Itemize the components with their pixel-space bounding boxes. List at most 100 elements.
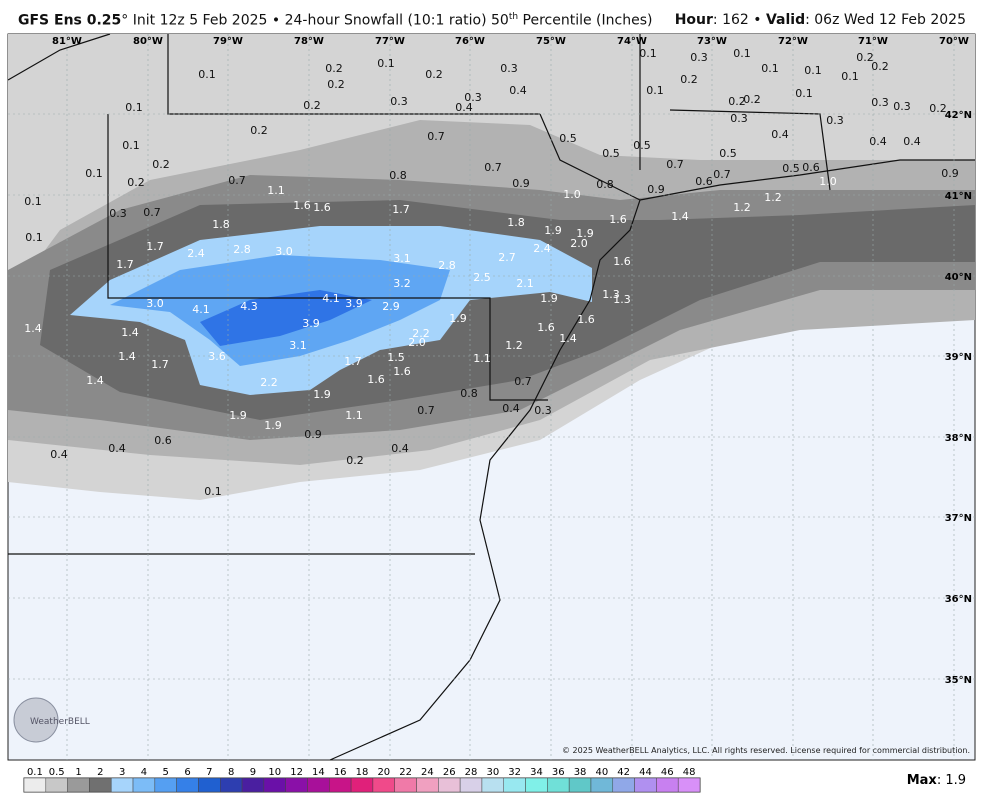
latitude-label: 42°N [945, 110, 972, 121]
snow-amount: 1.4 [559, 332, 577, 345]
colorbar-label: 46 [661, 767, 674, 778]
snow-amount: 0.2 [303, 99, 321, 112]
snow-amount: 1.4 [121, 326, 139, 339]
snow-amount: 1.6 [293, 199, 311, 212]
snow-amount: 4.3 [240, 300, 258, 313]
snow-amount: 0.2 [856, 51, 874, 64]
colorbar-label: 30 [486, 767, 499, 778]
snow-amount: 1.7 [344, 355, 362, 368]
snow-amount: 0.2 [346, 454, 364, 467]
colorbar-label: 0.1 [27, 767, 43, 778]
snow-amount: 1.6 [577, 313, 595, 326]
snow-amount: 3.1 [393, 252, 411, 265]
snow-amount: 1.9 [264, 419, 282, 432]
colorbar-swatch [132, 777, 156, 793]
snow-amount: 1.5 [387, 351, 405, 364]
snow-amount: 1.6 [609, 213, 627, 226]
colorbar-swatch [241, 777, 265, 793]
latitude-label: 39°N [945, 352, 972, 363]
snow-amount: 0.6 [802, 161, 820, 174]
longitude-label: 80°W [133, 36, 163, 47]
colorbar-swatch [285, 777, 308, 793]
snow-amount: 1.9 [540, 292, 558, 305]
colorbar-swatch [547, 777, 570, 793]
snow-amount: 0.4 [509, 84, 527, 97]
snow-amount: 0.7 [417, 404, 435, 417]
colorbar-label: 1 [75, 767, 81, 778]
snow-amount: 3.6 [208, 350, 226, 363]
valid-label: Valid [765, 12, 806, 28]
colorbar-label: 44 [639, 767, 652, 778]
snow-amount: 2.7 [498, 251, 516, 264]
latitude-label: 40°N [945, 272, 972, 283]
snow-amount: 0.3 [730, 112, 748, 125]
snow-amount: 0.4 [903, 135, 921, 148]
colorbar-swatch [329, 777, 352, 793]
snow-amount: 1.1 [473, 352, 491, 365]
snow-amount: 1.9 [544, 224, 562, 237]
snow-amount: 0.9 [512, 177, 530, 190]
snow-amount: 0.1 [24, 195, 42, 208]
colorbar-label: 14 [312, 767, 325, 778]
colorbar-swatch [677, 777, 701, 793]
snow-amount: 0.5 [559, 132, 577, 145]
colorbar-swatch [525, 777, 548, 793]
longitude-label: 78°W [294, 36, 324, 47]
longitude-label: 72°W [778, 36, 808, 47]
snow-amount: 0.2 [871, 60, 889, 73]
snow-amount: 1.3 [602, 288, 620, 301]
max-value: : 1.9 [937, 773, 966, 788]
colorbar-label: 40 [596, 767, 609, 778]
snow-amount: 0.2 [743, 93, 761, 106]
header-left: GFS Ens 0.25° Init 12z 5 Feb 2025 • 24-h… [18, 12, 652, 29]
latitude-label: 37°N [945, 513, 972, 524]
snow-amount: 3.0 [146, 297, 164, 310]
colorbar-label: 2 [97, 767, 103, 778]
colorbar-swatch [67, 777, 90, 793]
snow-amount: 0.1 [204, 485, 222, 498]
latitude-label: 36°N [945, 594, 972, 605]
colorbar-swatch [394, 777, 417, 793]
snow-amount: 2.2 [260, 376, 278, 389]
snow-amount: 2.4 [187, 247, 205, 260]
snow-amount: 1.4 [118, 350, 136, 363]
snow-amount: 1.9 [229, 409, 247, 422]
snow-amount: 2.1 [516, 277, 534, 290]
colorbar-label: 38 [574, 767, 587, 778]
snow-amount: 1.0 [563, 188, 581, 201]
snow-amount: 1.4 [671, 210, 689, 223]
model: GFS Ens 0.25 [18, 12, 122, 29]
snow-amount: 0.4 [869, 135, 887, 148]
colorbar-swatch [568, 777, 592, 793]
colorbar-swatch [503, 777, 526, 793]
snow-amount: 0.1 [804, 64, 822, 77]
colorbar-label: 22 [399, 767, 412, 778]
units: Percentile (Inches) [522, 12, 653, 29]
snow-amount: 0.1 [841, 70, 859, 83]
snow-amount: 0.8 [460, 387, 478, 400]
colorbar-label: 16 [334, 767, 347, 778]
longitude-label: 74°W [617, 36, 647, 47]
colorbar-swatch [220, 777, 243, 793]
colorbar-swatch [634, 777, 657, 793]
snow-amount: 1.6 [313, 201, 331, 214]
max: Max: 1.9 [907, 773, 966, 788]
snow-amount: 0.6 [154, 434, 172, 447]
snow-amount: 0.7 [427, 130, 445, 143]
shading [8, 34, 975, 500]
snow-amount: 3.1 [289, 339, 307, 352]
snow-amount: 0.8 [389, 169, 407, 182]
shade-blue-dark [200, 290, 372, 346]
snow-amount: 0.7 [713, 168, 731, 181]
colorbar-swatch [459, 777, 483, 793]
border [107, 114, 548, 401]
snow-amount: 1.9 [449, 312, 467, 325]
colorbar-label: 48 [683, 767, 696, 778]
snow-amount: 3.9 [302, 317, 320, 330]
snow-amount: 0.1 [646, 84, 664, 97]
snow-amount: 1.6 [613, 255, 631, 268]
snow-amount: 0.4 [455, 101, 473, 114]
snow-amount: 1.6 [537, 321, 555, 334]
snow-amount: 0.7 [228, 174, 246, 187]
coast [639, 159, 975, 201]
